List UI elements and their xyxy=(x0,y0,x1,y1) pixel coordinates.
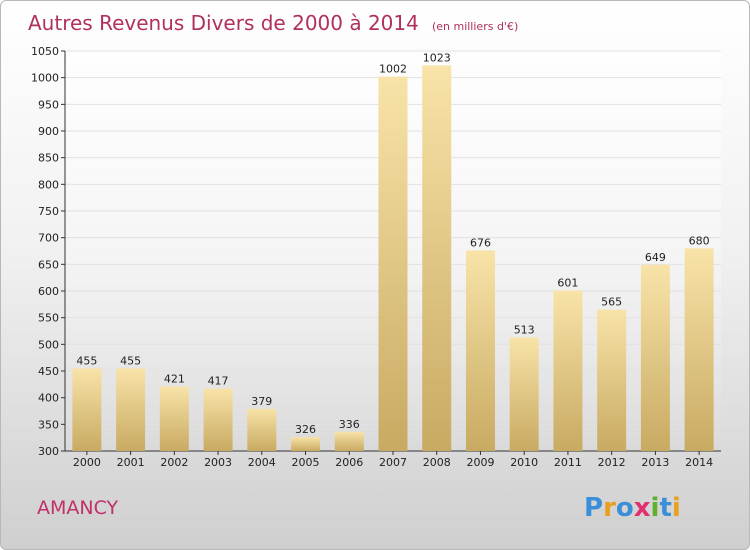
bar-2000 xyxy=(72,368,102,451)
value-labels: 455 455 421 417 379 326 336 1002 1023 676 513 601 56… xyxy=(76,51,709,436)
city-name: AMANCY xyxy=(37,497,119,519)
y-tick-label: 750 xyxy=(38,205,59,218)
value-label: 455 xyxy=(76,354,97,367)
y-tick-label: 400 xyxy=(38,392,59,405)
y-tick-label: 850 xyxy=(38,152,59,165)
value-label: 1002 xyxy=(379,63,407,76)
value-label: 326 xyxy=(295,423,316,436)
x-tick-label: 2011 xyxy=(554,456,582,469)
y-tick-label: 300 xyxy=(38,445,59,458)
x-tick-label: 2002 xyxy=(160,456,188,469)
y-tick-label: 650 xyxy=(38,258,59,271)
value-label: 565 xyxy=(601,296,622,309)
bar-2002 xyxy=(159,386,189,451)
bar-2003 xyxy=(203,388,233,451)
bars xyxy=(72,65,714,452)
value-label: 336 xyxy=(339,418,360,431)
x-tick-label: 2009 xyxy=(466,456,494,469)
chart-title: Autres Revenus Divers de 2000 à 2014 (en… xyxy=(28,11,518,35)
y-tick-label: 350 xyxy=(38,418,59,431)
proxiti-logo: Proxiti xyxy=(584,493,681,523)
value-label: 1023 xyxy=(423,51,451,64)
x-tick-label: 2007 xyxy=(379,456,407,469)
bar-2006 xyxy=(334,431,364,451)
x-tick-label: 2008 xyxy=(423,456,451,469)
bar-2014 xyxy=(684,248,714,451)
x-tick-label: 2006 xyxy=(335,456,363,469)
bar-2008 xyxy=(422,65,452,452)
bar-2011 xyxy=(553,290,583,451)
value-label: 601 xyxy=(557,276,578,289)
x-tick-label: 2014 xyxy=(685,456,713,469)
value-label: 379 xyxy=(251,395,272,408)
bar-2013 xyxy=(640,264,670,451)
bar-2012 xyxy=(597,309,627,451)
y-tick-label: 1000 xyxy=(31,72,59,85)
y-tick-label: 600 xyxy=(38,285,59,298)
y-tick-label: 550 xyxy=(38,312,59,325)
logo-letter: t xyxy=(659,493,671,523)
y-tick-label: 1050 xyxy=(31,45,59,58)
value-label: 649 xyxy=(645,251,666,264)
x-tick-label: 2000 xyxy=(73,456,101,469)
bar-2007 xyxy=(378,76,408,451)
x-tick-label: 2005 xyxy=(292,456,320,469)
bar-2004 xyxy=(247,408,277,451)
chart-title-unit: (en milliers d'€) xyxy=(432,20,518,33)
x-tick-label: 2013 xyxy=(641,456,669,469)
x-tick-label: 2010 xyxy=(510,456,538,469)
bar-2005 xyxy=(291,437,321,451)
bar-2009 xyxy=(465,250,495,451)
y-tick-label: 700 xyxy=(38,232,59,245)
axes: 300 350 400 450 500 550 600 650 700 750 800 850 900 9… xyxy=(31,45,721,469)
logo-letter: i xyxy=(651,493,660,523)
chart-title-main: Autres Revenus Divers de 2000 à 2014 xyxy=(28,11,419,35)
bar-2001 xyxy=(116,368,146,451)
value-label: 680 xyxy=(689,234,710,247)
value-label: 417 xyxy=(208,375,229,388)
value-label: 421 xyxy=(164,372,185,385)
value-label: 676 xyxy=(470,236,491,249)
y-tick-label: 950 xyxy=(38,98,59,111)
logo-letter: i xyxy=(672,493,681,523)
x-tick-label: 2004 xyxy=(248,456,276,469)
logo-letter: o xyxy=(616,493,634,523)
x-tick-label: 2012 xyxy=(598,456,626,469)
y-tick-label: 450 xyxy=(38,365,59,378)
y-tick-label: 800 xyxy=(38,178,59,191)
value-label: 513 xyxy=(514,323,535,336)
x-tick-label: 2001 xyxy=(117,456,145,469)
value-label: 455 xyxy=(120,354,141,367)
y-tick-label: 900 xyxy=(38,125,59,138)
x-tick-label: 2003 xyxy=(204,456,232,469)
y-tick-label: 500 xyxy=(38,338,59,351)
logo-letter: r xyxy=(603,493,616,523)
bar-2010 xyxy=(509,337,539,451)
logo-letter: x xyxy=(634,493,651,523)
logo-letter: P xyxy=(584,493,603,523)
